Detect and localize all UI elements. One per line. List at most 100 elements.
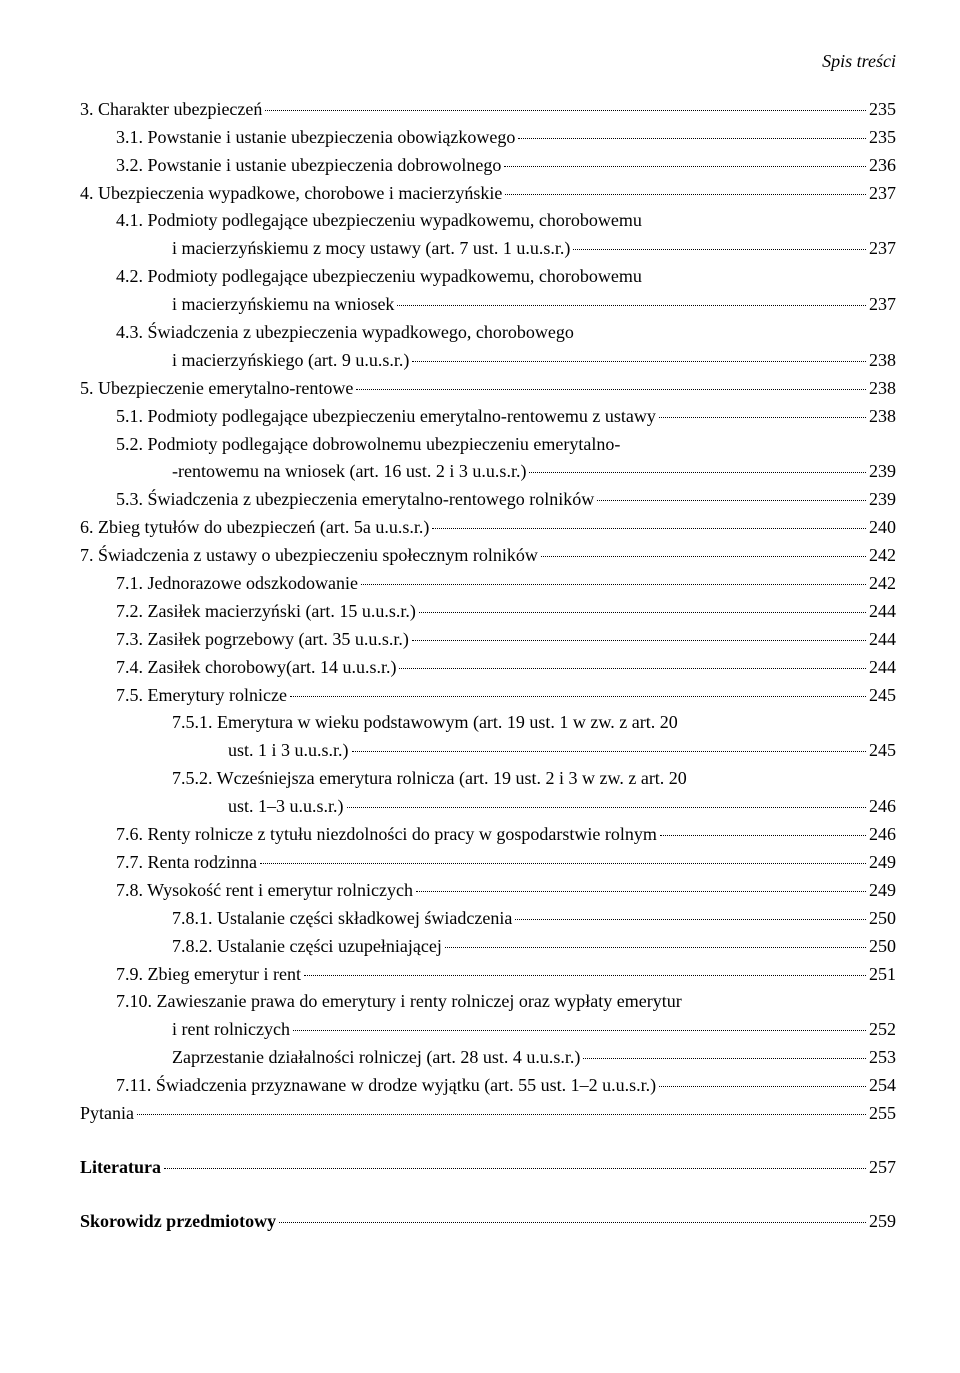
toc-page: 244 <box>869 626 896 654</box>
toc-page: 249 <box>869 849 896 877</box>
toc-text: 7.2. Zasiłek macierzyński (art. 15 u.u.s… <box>116 598 416 626</box>
toc-text: Pytania <box>80 1100 134 1128</box>
toc-page: 253 <box>869 1044 896 1072</box>
toc-text: 7.11. Świadczenia przyznawane w drodze w… <box>116 1072 656 1100</box>
toc-text: ust. 1–3 u.u.s.r.) <box>228 793 344 821</box>
toc-text: 7.7. Renta rodzinna <box>116 849 257 877</box>
toc-entry: 5.2. Podmioty podlegające dobrowolnemu u… <box>80 431 896 459</box>
toc-entry: 7.7. Renta rodzinna 249 <box>80 849 896 877</box>
toc-dots <box>541 556 866 557</box>
toc-text: 7.3. Zasiłek pogrzebowy (art. 35 u.u.s.r… <box>116 626 409 654</box>
toc-text: 3.2. Powstanie i ustanie ubezpieczenia d… <box>116 152 501 180</box>
toc-page: 254 <box>869 1072 896 1100</box>
toc-entry: 7.4. Zasiłek chorobowy(art. 14 u.u.s.r.)… <box>80 654 896 682</box>
toc-dots <box>399 668 866 669</box>
toc-entry: 7.11. Świadczenia przyznawane w drodze w… <box>80 1072 896 1100</box>
toc-entry: 4.3. Świadczenia z ubezpieczenia wypadko… <box>80 319 896 347</box>
toc-page: 237 <box>869 180 896 208</box>
toc-entry: 7.5. Emerytury rolnicze245 <box>80 682 896 710</box>
toc-entry-cont: i macierzyńskiego (art. 9 u.u.s.r.) 238 <box>80 347 896 375</box>
toc-text: 5.1. Podmioty podlegające ubezpieczeniu … <box>116 403 656 431</box>
toc-dots <box>361 584 866 585</box>
toc-page: 237 <box>869 235 896 263</box>
toc-dots <box>260 863 866 864</box>
toc-page: 244 <box>869 654 896 682</box>
toc-dots <box>660 835 866 836</box>
toc-page: 249 <box>869 877 896 905</box>
toc-dots <box>356 389 866 390</box>
toc-dots <box>265 110 866 111</box>
toc-page: 236 <box>869 152 896 180</box>
toc-page: 255 <box>869 1100 896 1128</box>
toc-entry: 7.2. Zasiłek macierzyński (art. 15 u.u.s… <box>80 598 896 626</box>
toc-entry: 7.3. Zasiłek pogrzebowy (art. 35 u.u.s.r… <box>80 626 896 654</box>
toc-text: i macierzyńskiego (art. 9 u.u.s.r.) <box>172 347 409 375</box>
toc-dots <box>419 612 866 613</box>
toc-page: 237 <box>869 291 896 319</box>
toc-entry-cont: i rent rolniczych 252 <box>80 1016 896 1044</box>
toc-dots <box>573 249 866 250</box>
toc-text: i rent rolniczych <box>172 1016 290 1044</box>
toc-page: 239 <box>869 486 896 514</box>
toc-entry: 7.8.1. Ustalanie części składkowej świad… <box>80 905 896 933</box>
toc-dots <box>445 947 866 948</box>
toc-text: 5.3. Świadczenia z ubezpieczenia emeryta… <box>116 486 594 514</box>
toc-text: 4.1. Podmioty podlegające ubezpieczeniu … <box>116 207 642 235</box>
toc-entry: 5.1. Podmioty podlegające ubezpieczeniu … <box>80 403 896 431</box>
toc-page: 239 <box>869 458 896 486</box>
toc-page: 246 <box>869 821 896 849</box>
toc-bottom-entry: Skorowidz przedmiotowy 259 <box>80 1208 896 1236</box>
toc-dots <box>504 166 866 167</box>
toc-dots <box>515 919 866 920</box>
toc-dots <box>304 975 866 976</box>
toc-entry: 3.2. Powstanie i ustanie ubezpieczenia d… <box>80 152 896 180</box>
toc-text: Skorowidz przedmiotowy <box>80 1208 276 1236</box>
toc-entry: Zaprzestanie działalności rolniczej (art… <box>80 1044 896 1072</box>
toc-entry: 7.10. Zawieszanie prawa do emerytury i r… <box>80 988 896 1016</box>
toc-dots <box>505 194 866 195</box>
toc-text: 7.8. Wysokość rent i emerytur rolniczych <box>116 877 413 905</box>
toc-page: 238 <box>869 347 896 375</box>
toc-text: 5.2. Podmioty podlegające dobrowolnemu u… <box>116 431 620 459</box>
toc-dots <box>164 1168 866 1169</box>
toc-dots <box>397 305 866 306</box>
toc-dots <box>597 500 866 501</box>
toc-text: Literatura <box>80 1154 161 1182</box>
toc-page: 252 <box>869 1016 896 1044</box>
toc-entry: 3. Charakter ubezpieczeń235 <box>80 96 896 124</box>
toc-entry-cont: ust. 1 i 3 u.u.s.r.)245 <box>80 737 896 765</box>
toc-dots <box>412 640 866 641</box>
toc-dots <box>279 1222 866 1223</box>
toc-dots <box>412 361 866 362</box>
toc-dots <box>583 1058 866 1059</box>
toc-text: 7.9. Zbieg emerytur i rent <box>116 961 301 989</box>
toc-text: 7.5.1. Emerytura w wieku podstawowym (ar… <box>172 709 678 737</box>
toc-entry: Pytania 255 <box>80 1100 896 1128</box>
toc-page: 235 <box>869 124 896 152</box>
toc-text: -rentowemu na wniosek (art. 16 ust. 2 i … <box>172 458 526 486</box>
toc-dots <box>659 417 866 418</box>
toc-text: 7.5.2. Wcześniejsza emerytura rolnicza (… <box>172 765 687 793</box>
toc-entry: 7.8. Wysokość rent i emerytur rolniczych… <box>80 877 896 905</box>
toc-dots <box>293 1030 866 1031</box>
toc-body: 3. Charakter ubezpieczeń2353.1. Powstani… <box>80 96 896 1128</box>
toc-text: 4.3. Świadczenia z ubezpieczenia wypadko… <box>116 319 574 347</box>
toc-entry: 7.9. Zbieg emerytur i rent251 <box>80 961 896 989</box>
toc-text: 7.6. Renty rolnicze z tytułu niezdolnośc… <box>116 821 657 849</box>
toc-text: 3. Charakter ubezpieczeń <box>80 96 262 124</box>
toc-entry: 7. Świadczenia z ustawy o ubezpieczeniu … <box>80 542 896 570</box>
toc-page: 259 <box>869 1208 896 1236</box>
toc-entry: 4.2. Podmioty podlegające ubezpieczeniu … <box>80 263 896 291</box>
toc-text: 7.8.1. Ustalanie części składkowej świad… <box>172 905 512 933</box>
toc-page: 244 <box>869 598 896 626</box>
toc-text: 4.2. Podmioty podlegające ubezpieczeniu … <box>116 263 642 291</box>
toc-entry: 7.8.2. Ustalanie części uzupełniającej25… <box>80 933 896 961</box>
toc-text: 7.4. Zasiłek chorobowy(art. 14 u.u.s.r.) <box>116 654 396 682</box>
toc-dots <box>137 1114 866 1115</box>
toc-entry: 6. Zbieg tytułów do ubezpieczeń (art. 5a… <box>80 514 896 542</box>
toc-text: 7.8.2. Ustalanie części uzupełniającej <box>172 933 442 961</box>
toc-entry: 4. Ubezpieczenia wypadkowe, chorobowe i … <box>80 180 896 208</box>
toc-entry-cont: i macierzyńskiemu z mocy ustawy (art. 7 … <box>80 235 896 263</box>
toc-dots <box>347 807 866 808</box>
toc-entry: 7.1. Jednorazowe odszkodowanie242 <box>80 570 896 598</box>
